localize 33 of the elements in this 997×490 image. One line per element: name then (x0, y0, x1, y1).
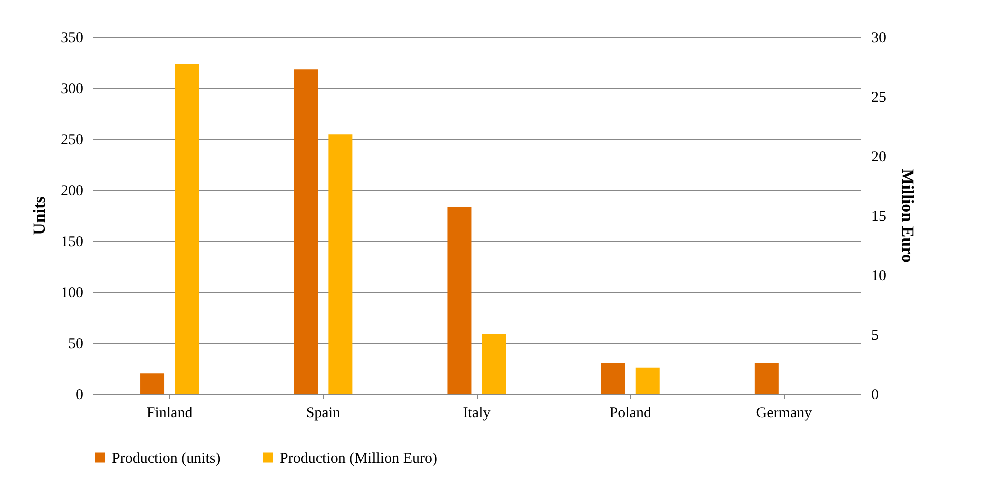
y-tick-label: 300 (61, 82, 84, 98)
bar (601, 363, 626, 394)
legend-label: Production (units) (112, 450, 221, 467)
y-axis-title: Units (30, 196, 49, 236)
bar (294, 70, 318, 394)
bar (448, 207, 472, 394)
y-tick-label: 350 (61, 30, 84, 46)
y-tick-label: 250 (61, 132, 84, 148)
y-tick-label: 50 (68, 336, 84, 352)
x-tick-label: Germany (756, 406, 813, 422)
bar (328, 134, 353, 394)
x-tick-label: Poland (610, 406, 652, 422)
bar (140, 374, 165, 394)
bar (175, 64, 200, 394)
bar (636, 368, 660, 394)
y-tick-label: 200 (61, 184, 84, 200)
x-tick-label: Italy (463, 406, 492, 422)
y2-axis-title: Million Euro (898, 169, 918, 263)
y2-tick-label: 5 (872, 328, 879, 344)
y2-tick-label: 30 (872, 30, 886, 46)
legend-label: Production (Million Euro) (280, 450, 438, 467)
y-tick-label: 0 (76, 388, 84, 404)
y2-tick-label: 15 (872, 209, 886, 225)
y-tick-label: 150 (61, 234, 84, 250)
y2-tick-label: 10 (872, 268, 886, 284)
y2-tick-label: 0 (872, 388, 879, 404)
y2-tick-label: 25 (872, 90, 886, 106)
bar (482, 334, 506, 394)
bar (754, 363, 779, 394)
x-tick-label: Spain (306, 406, 341, 422)
y2-tick-label: 20 (872, 150, 886, 166)
y-tick-label: 100 (61, 286, 84, 302)
x-tick-label: Finland (146, 406, 194, 422)
